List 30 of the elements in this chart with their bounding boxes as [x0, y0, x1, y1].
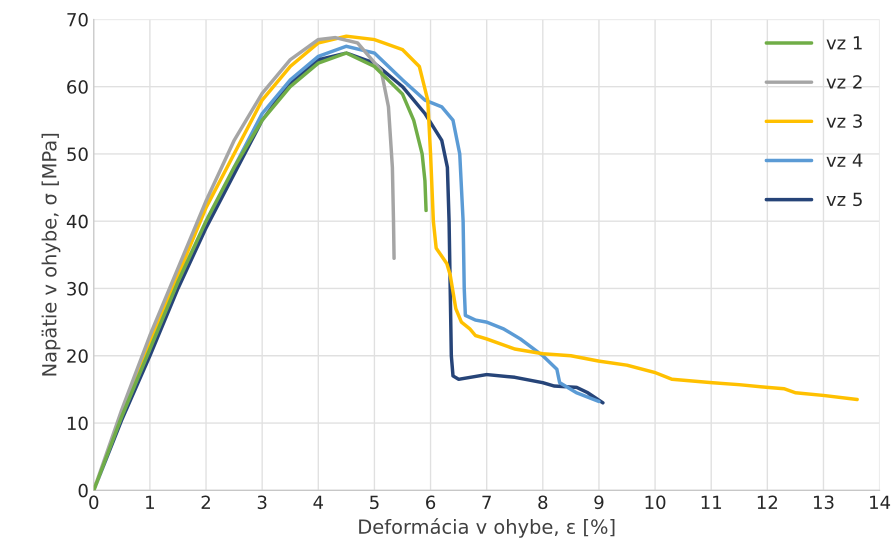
y-tick-label: 20	[67, 349, 88, 363]
y-tick-label: 70	[67, 12, 88, 27]
x-tick-label: 10	[646, 495, 666, 510]
x-tick-label: 3	[258, 495, 266, 510]
x-tick-label: 11	[702, 496, 722, 509]
y-tick-label: 10	[68, 416, 88, 430]
legend-label: vz 5	[826, 192, 862, 206]
x-tick-label: 7	[482, 496, 491, 509]
x-axis-title: Deformácia v ohybe, ε [%]	[359, 518, 614, 538]
y-tick-label: 40	[66, 214, 88, 228]
x-tick-label: 0	[89, 495, 98, 510]
x-tick-label: 6	[426, 495, 436, 510]
x-tick-label: 1	[146, 496, 154, 509]
x-tick-label: 14	[870, 496, 890, 509]
y-tick-label: 50	[67, 147, 88, 162]
x-tick-label: 8	[538, 495, 548, 510]
x-tick-label: 4	[313, 496, 324, 509]
legend-label: vz 1	[826, 36, 862, 50]
x-tick-label: 9	[594, 495, 604, 510]
y-axis-title: Napätie v ohybe, σ [MPa]	[42, 134, 60, 376]
x-tick-label: 5	[370, 496, 379, 510]
y-tick-label: 60	[67, 80, 88, 94]
x-tick-label: 12	[758, 495, 778, 509]
x-tick-label: 2	[202, 495, 210, 509]
legend-label: vz 2	[826, 75, 862, 88]
y-tick-label: 30	[67, 282, 88, 296]
x-tick-label: 13	[814, 495, 834, 510]
legend-label: vz 3	[826, 114, 862, 128]
legend-label: vz 4	[826, 154, 862, 167]
y-tick-label: 0	[78, 484, 88, 498]
